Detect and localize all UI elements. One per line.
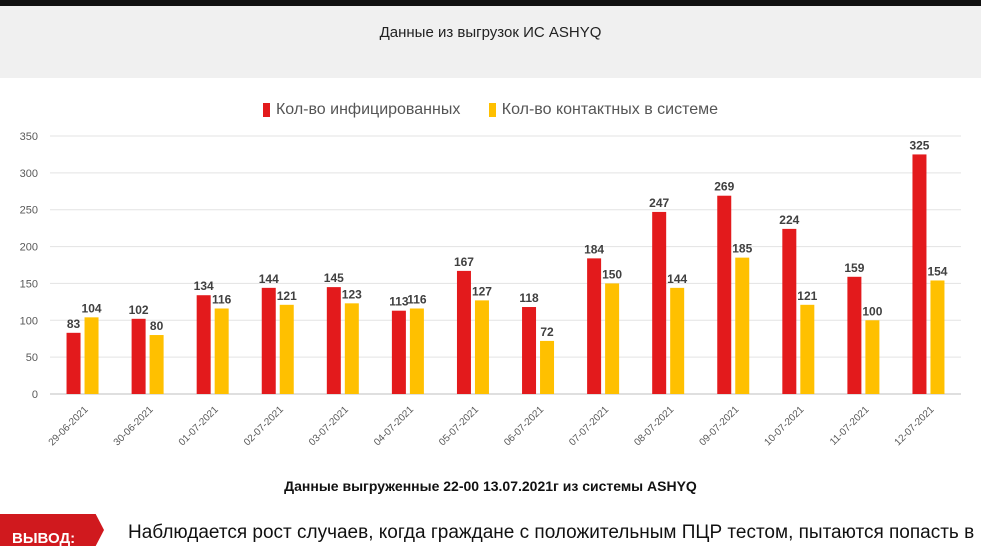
x-tick-label: 05-07-2021: [437, 404, 481, 448]
top-bar: [0, 0, 981, 6]
y-tick-label: 300: [20, 168, 38, 180]
bar-infected: [782, 228, 797, 394]
legend-swatch-contacts: [488, 103, 496, 117]
bar-infected: [522, 307, 537, 394]
bar-contacts: [84, 317, 99, 394]
data-label: 269: [714, 180, 734, 194]
data-label: 100: [862, 304, 882, 318]
y-tick-label: 150: [20, 278, 38, 290]
bar-contacts: [930, 280, 945, 394]
bar-contacts: [735, 257, 750, 394]
x-tick-label: 29-06-2021: [47, 404, 91, 448]
x-tick-label: 30-06-2021: [112, 404, 156, 448]
data-label: 121: [277, 289, 297, 303]
bar-contacts: [474, 300, 489, 394]
bar-infected: [66, 332, 81, 394]
data-label: 104: [82, 301, 102, 315]
data-label: 116: [212, 292, 232, 306]
data-label: 121: [797, 289, 817, 303]
bar-infected: [587, 258, 602, 394]
data-label: 83: [67, 317, 81, 331]
y-tick-label: 50: [26, 352, 38, 364]
x-tick-label: 04-07-2021: [372, 404, 416, 448]
data-label: 325: [909, 138, 929, 152]
data-label: 144: [259, 272, 279, 286]
header-band: Данные из выгрузок ИС ASHYQ: [0, 6, 981, 78]
data-label: 113: [389, 295, 409, 309]
x-tick-label: 08-07-2021: [632, 404, 676, 448]
data-label: 118: [519, 291, 539, 305]
x-tick-label: 06-07-2021: [502, 404, 546, 448]
y-tick-label: 250: [20, 205, 38, 217]
legend-swatch-infected: [262, 103, 270, 117]
y-tick-label: 350: [20, 131, 38, 143]
x-tick-label: 01-07-2021: [177, 404, 221, 448]
data-label: 116: [407, 292, 427, 306]
data-label: 145: [324, 271, 344, 285]
data-label: 185: [732, 242, 752, 256]
bar-contacts: [800, 304, 815, 394]
conclusion-label: ВЫВОД:: [0, 514, 104, 546]
legend-item-contacts: Кол-во контактных в системе: [488, 101, 719, 119]
page-title: Данные из выгрузок ИС ASHYQ: [379, 24, 602, 41]
bar-infected: [391, 310, 406, 394]
x-tick-label: 07-07-2021: [567, 404, 611, 448]
data-label: 80: [150, 319, 164, 333]
bar-contacts: [214, 308, 229, 394]
data-label: 159: [844, 261, 864, 275]
bar-infected: [456, 270, 471, 394]
bar-contacts: [670, 287, 685, 394]
bar-contacts: [540, 340, 555, 394]
legend-item-infected: Кол-во инфицированных: [262, 101, 461, 119]
x-tick-label: 02-07-2021: [242, 404, 286, 448]
bar-infected: [717, 195, 732, 394]
x-tick-label: 03-07-2021: [307, 404, 351, 448]
bar-infected: [912, 154, 927, 394]
legend-label-contacts: Кол-во контактных в системе: [501, 101, 719, 118]
data-label: 154: [927, 264, 947, 278]
bar-infected: [131, 318, 146, 394]
y-tick-label: 0: [32, 389, 38, 401]
bar-contacts: [605, 283, 620, 394]
data-label: 102: [129, 303, 149, 317]
bar-infected: [652, 211, 667, 394]
data-label: 224: [779, 213, 799, 227]
x-tick-label: 10-07-2021: [762, 404, 806, 448]
data-label: 144: [667, 272, 687, 286]
data-label: 150: [602, 267, 622, 281]
y-tick-label: 100: [20, 315, 38, 327]
data-label: 123: [342, 287, 362, 301]
data-source-note: Данные выгруженные 22-00 13.07.2021г из …: [284, 478, 697, 494]
y-tick-label: 200: [20, 242, 38, 254]
conclusion-text: Наблюдается рост случаев, когда граждане…: [128, 522, 975, 543]
data-label: 184: [584, 242, 604, 256]
data-label: 127: [472, 284, 492, 298]
bar-contacts: [865, 320, 880, 394]
legend-label-infected: Кол-во инфицированных: [275, 101, 461, 118]
bar-contacts: [409, 308, 424, 394]
data-label: 72: [540, 325, 554, 339]
bar-contacts: [279, 304, 294, 394]
x-tick-label: 12-07-2021: [893, 404, 937, 448]
chart-legend: Кол-во инфицированных Кол-во контактных …: [0, 101, 981, 122]
bar-contacts: [344, 303, 359, 394]
bar-infected: [261, 287, 276, 394]
bar-infected: [847, 276, 862, 394]
data-label: 167: [454, 255, 474, 269]
bar-infected: [326, 287, 341, 394]
bar-infected: [196, 295, 211, 394]
x-tick-label: 09-07-2021: [697, 404, 741, 448]
bar-contacts: [149, 335, 164, 394]
x-tick-label: 11-07-2021: [828, 404, 872, 448]
data-label: 134: [194, 279, 214, 293]
data-label: 247: [649, 196, 669, 210]
